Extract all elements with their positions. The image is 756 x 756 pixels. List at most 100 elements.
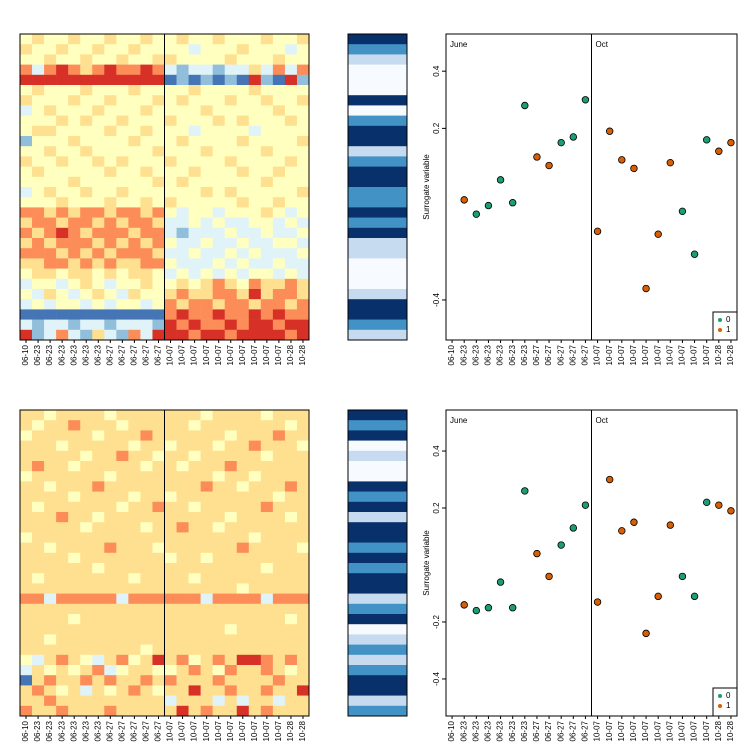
legend-label: 0 — [726, 315, 731, 324]
heatmap-cell — [284, 187, 298, 198]
heatmap-cell — [176, 197, 189, 208]
heatmap-cell — [272, 685, 286, 696]
heatmap-cell — [272, 654, 286, 666]
heatmap-cell — [236, 542, 250, 554]
heatmap-cell — [152, 64, 165, 76]
heatmap-cell — [296, 705, 310, 717]
x-tick-label: 06-27 — [532, 720, 541, 741]
heatmap-cell — [164, 146, 177, 157]
heatmap-cell — [188, 410, 201, 421]
heatmap-cell — [248, 675, 262, 686]
heatmap-cell — [176, 258, 189, 269]
heatmap-cell — [164, 583, 177, 594]
heatmap-cell — [80, 695, 93, 707]
heatmap-cell — [128, 573, 141, 584]
heatmap-cell — [224, 471, 238, 482]
heatmap-cell — [224, 542, 238, 554]
strip-cell — [348, 64, 407, 76]
heatmap-cell — [80, 217, 93, 229]
heatmap-cell — [104, 258, 117, 269]
heatmap-cell — [272, 74, 286, 86]
point — [630, 518, 638, 526]
x-tick-label: 10-28 — [726, 720, 735, 741]
heatmap-cell — [140, 187, 153, 198]
heatmap-cell — [176, 563, 189, 574]
heatmap-cell — [284, 491, 298, 503]
heatmap-cell — [44, 573, 57, 584]
heatmap-cell — [224, 603, 238, 615]
heatmap-cell — [20, 685, 33, 696]
heatmap-cell — [296, 522, 310, 533]
heatmap-cell — [20, 573, 33, 584]
heatmap-cell — [80, 603, 93, 615]
heatmap-cell — [80, 258, 93, 269]
heatmap-cell — [188, 176, 201, 188]
heatmap-cell — [152, 115, 165, 127]
heatmap-cell — [80, 125, 93, 137]
heatmap-cell — [164, 309, 177, 320]
heatmap-cell — [272, 563, 286, 574]
heatmap-cell — [248, 248, 262, 259]
heatmap-cell — [260, 563, 274, 574]
heatmap-cell — [164, 450, 177, 462]
heatmap-cell — [128, 319, 141, 331]
heatmap-cell — [116, 258, 129, 269]
x-tick-label: 10-07 — [190, 344, 199, 365]
heatmap-cell — [152, 532, 165, 543]
heatmap-cell — [128, 136, 141, 147]
heatmap-cell — [152, 156, 165, 167]
heatmap-cell — [20, 430, 33, 441]
heatmap-cell — [272, 187, 286, 198]
point — [545, 161, 553, 170]
heatmap-cell — [296, 644, 310, 656]
heatmap-cell — [92, 299, 105, 310]
heatmap-cell — [80, 289, 93, 300]
strip-cell — [348, 166, 407, 178]
frame — [347, 409, 408, 717]
strip-cell — [348, 227, 407, 239]
strip-cell — [348, 512, 407, 523]
heatmap-cell — [116, 563, 129, 574]
heatmap-cell — [272, 644, 286, 656]
heatmap-cell — [188, 665, 201, 676]
heatmap-cell — [188, 248, 201, 259]
heatmap-cell — [92, 440, 105, 452]
heatmap-cell — [152, 319, 165, 331]
heatmap-cell — [236, 705, 250, 717]
heatmap-cell — [164, 34, 177, 45]
x-tick-label: 10-07 — [262, 720, 271, 741]
heatmap-cell — [68, 665, 81, 676]
heatmap-cell — [56, 593, 69, 605]
heatmap-cell — [128, 420, 141, 431]
heatmap-cell — [116, 64, 129, 76]
heatmap-cell — [44, 74, 57, 86]
heatmap-cell — [284, 583, 298, 594]
strip-cell — [348, 105, 407, 116]
heatmap-cell — [32, 654, 45, 666]
heatmap-cell — [128, 450, 141, 462]
heatmap-cell — [212, 74, 226, 86]
heatmap-cell — [116, 420, 129, 431]
heatmap-cell — [80, 512, 93, 523]
heatmap-cell — [104, 44, 117, 55]
heatmap-cell — [188, 573, 201, 584]
heatmap-cell — [140, 176, 153, 188]
heatmap-cell — [212, 634, 226, 645]
heatmap-cell — [92, 420, 105, 431]
heatmap-cell — [260, 44, 274, 55]
heatmap-cell — [80, 522, 93, 533]
heatmap-cell — [260, 644, 274, 656]
heatmap-cell — [260, 289, 274, 300]
heatmap-cell — [188, 64, 201, 76]
heatmap-cell — [56, 461, 69, 472]
heatmap-cell — [260, 481, 274, 492]
heatmap-cell — [296, 583, 310, 594]
heatmap-cell — [92, 278, 105, 290]
heatmap-cell — [20, 54, 33, 65]
heatmap-cell — [212, 319, 226, 331]
heatmap-cell — [44, 34, 57, 45]
heatmap-cell — [284, 461, 298, 472]
heatmap-cell — [104, 278, 117, 290]
heatmap-cell — [56, 481, 69, 492]
heatmap-cell — [80, 481, 93, 492]
